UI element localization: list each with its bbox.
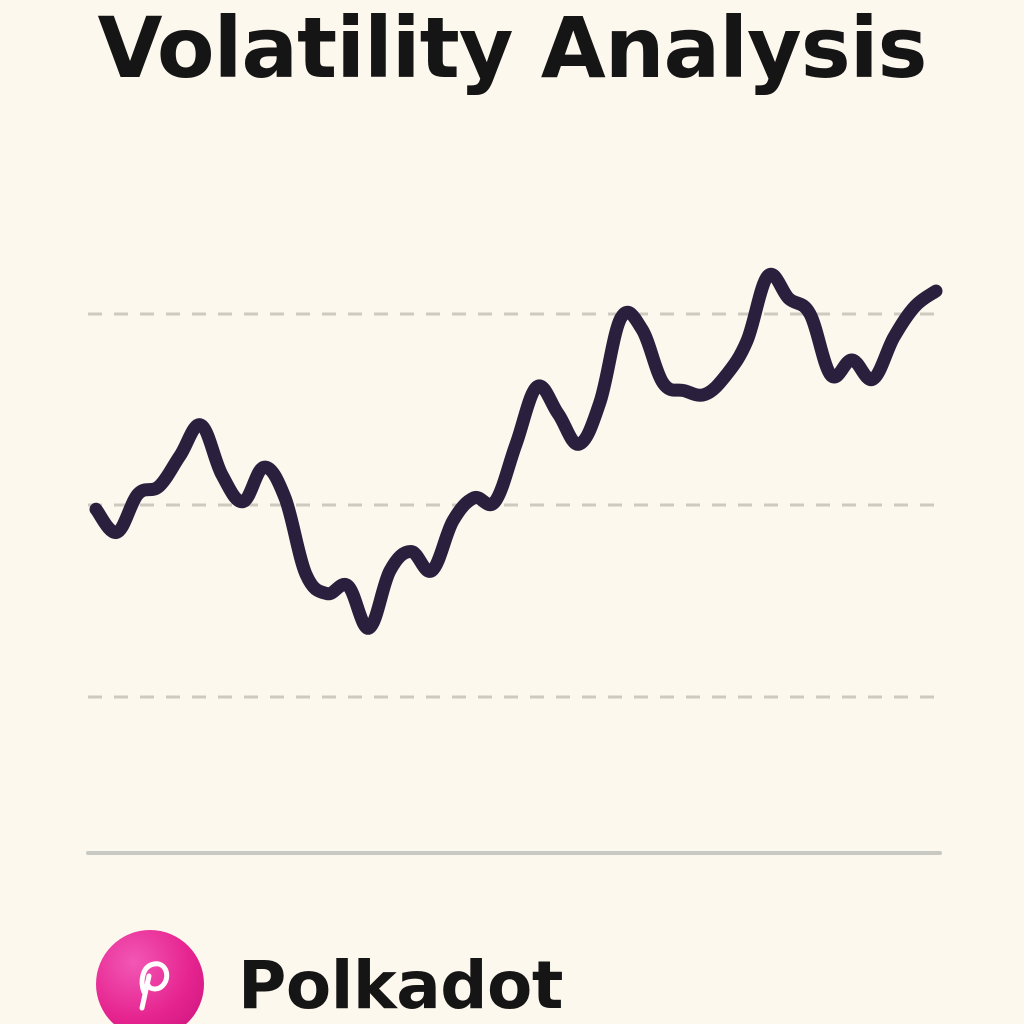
gridlines: [88, 312, 940, 699]
polkadot-p-logo-icon: [96, 930, 204, 1024]
p-glyph-icon: [139, 961, 170, 1011]
series-line: [89, 267, 943, 635]
brand: Polkadot: [96, 930, 563, 1024]
brand-name: Polkadot: [238, 947, 563, 1024]
chart-title: Volatility Analysis: [97, 0, 927, 97]
